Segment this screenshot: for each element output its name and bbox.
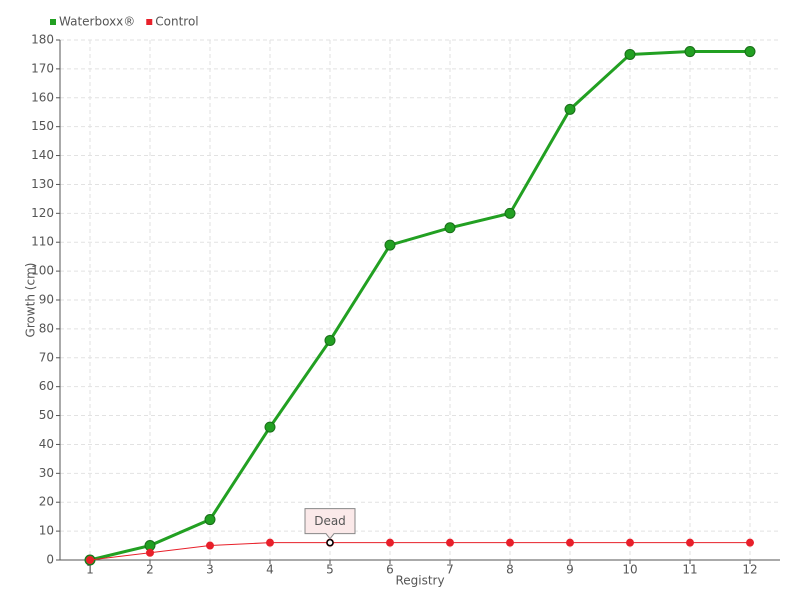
y-tick-label: 100: [31, 264, 54, 278]
data-point: [744, 46, 756, 58]
x-tick-label: 8: [506, 563, 514, 577]
data-point: [86, 556, 94, 564]
data-point: [204, 514, 216, 526]
y-tick-label: 40: [39, 437, 54, 451]
data-point: [506, 538, 514, 547]
y-tick-label: 0: [46, 553, 54, 567]
data-point: [564, 103, 576, 115]
series-line: [89, 542, 750, 561]
y-tick-label: 110: [31, 235, 54, 249]
data-point: [206, 541, 214, 550]
data-point: [264, 421, 276, 433]
data-point: [266, 538, 274, 547]
data-point: [566, 538, 574, 547]
y-tick-label: 170: [31, 61, 54, 75]
data-point: [444, 222, 456, 234]
y-tick-label: 50: [39, 408, 54, 422]
legend-label: Waterboxx®: [59, 15, 135, 29]
x-tick-label: 4: [266, 563, 274, 577]
x-tick-label: 9: [566, 563, 574, 577]
y-tick-label: 160: [31, 90, 54, 104]
y-tick-label: 60: [39, 379, 54, 393]
y-tick-label: 90: [39, 293, 54, 307]
y-tick-label: 30: [39, 466, 54, 480]
data-point: [446, 538, 454, 547]
y-tick-label: 130: [31, 177, 54, 191]
annotated-point: [326, 538, 334, 547]
y-tick-label: 20: [39, 495, 54, 509]
y-tick-label: 180: [31, 33, 54, 47]
x-tick-label: 7: [446, 563, 454, 577]
y-tick-label: 80: [39, 321, 54, 335]
y-tick-label: 140: [31, 148, 54, 162]
data-point: [146, 548, 154, 557]
data-point: [624, 48, 636, 60]
x-tick-label: 11: [682, 563, 697, 577]
x-tick-label: 1: [86, 563, 94, 577]
data-point: [684, 46, 696, 58]
y-tick-label: 10: [39, 524, 54, 538]
data-point: [626, 538, 634, 547]
data-point: [504, 207, 516, 219]
x-tick-label: 5: [326, 563, 334, 577]
y-tick-label: 120: [31, 206, 54, 220]
data-point: [324, 334, 336, 346]
legend-swatch: [146, 19, 153, 25]
x-tick-label: 3: [206, 563, 214, 577]
data-point: [384, 239, 396, 251]
annotation-text: Dead: [314, 514, 346, 528]
x-tick-label: 12: [742, 563, 757, 577]
data-point: [746, 538, 754, 547]
legend-label: Control: [155, 15, 198, 29]
x-axis-label: Registry: [395, 574, 444, 588]
y-axis-label: Growth (cm): [24, 263, 38, 338]
y-tick-label: 70: [39, 350, 54, 364]
x-tick-label: 6: [386, 563, 394, 577]
x-tick-label: 2: [146, 563, 154, 577]
annotation-box: [304, 508, 356, 540]
y-tick-label: 150: [31, 119, 54, 133]
x-tick-label: 10: [622, 563, 637, 577]
legend-swatch: [50, 19, 56, 25]
data-point: [686, 538, 694, 547]
series-line: [89, 50, 750, 562]
data-point: [386, 538, 394, 547]
